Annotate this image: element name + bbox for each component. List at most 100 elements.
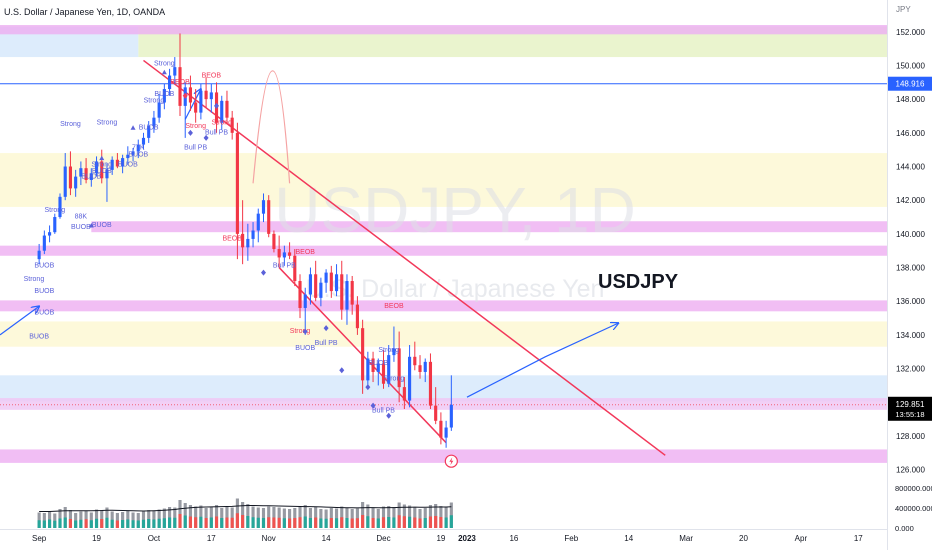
volume-bar-fill <box>288 518 292 528</box>
level-price-text: 148.916 <box>896 80 925 89</box>
candle-body <box>392 348 396 356</box>
volume-bar-fill <box>37 520 41 528</box>
candle <box>110 156 114 175</box>
candle <box>94 156 99 177</box>
candle-body <box>173 67 177 76</box>
candle-body <box>147 126 151 138</box>
volume-bar-fill <box>89 520 93 528</box>
candle <box>308 267 313 305</box>
candle <box>408 345 412 408</box>
price-tick-label: 134.000 <box>896 331 925 340</box>
candle <box>100 149 104 184</box>
candle-body <box>126 154 130 159</box>
price-tick-label: 126.000 <box>896 466 925 475</box>
diamond-marker <box>370 402 376 409</box>
candle <box>319 277 323 307</box>
volume-bar-fill <box>241 515 245 528</box>
candle-body <box>168 75 172 90</box>
candle-body <box>230 117 234 133</box>
candle-body <box>89 173 93 180</box>
volume-bar-fill <box>361 515 365 528</box>
candle-body <box>246 238 250 248</box>
candle <box>188 75 193 111</box>
time-tick-label: 16 <box>509 534 518 543</box>
candle-body <box>397 348 401 388</box>
watermark-name: U.S. Dollar / Japanese Yen <box>306 275 605 303</box>
candle-body <box>37 250 41 260</box>
candle <box>423 358 427 383</box>
candle <box>136 139 140 159</box>
volume-bar-fill <box>366 516 370 528</box>
candle-body <box>298 281 302 308</box>
diamond-marker <box>182 92 188 99</box>
candle <box>282 245 286 266</box>
candle <box>324 269 328 293</box>
indicator-label: BEOB <box>202 72 222 79</box>
volume-bar-fill <box>319 518 323 528</box>
diamond-marker <box>214 102 220 109</box>
candle <box>402 377 406 410</box>
candle <box>162 83 166 110</box>
indicator-label: BUOB <box>154 91 174 98</box>
projection-arrow-1 <box>184 89 201 120</box>
candle-body <box>428 361 433 406</box>
volume-bar-fill <box>282 518 286 528</box>
volume-bar-fill <box>434 516 438 528</box>
volume-bar-fill <box>324 518 328 528</box>
price-tick-label: 138.000 <box>896 264 925 273</box>
indicator-label: Strong <box>44 207 65 214</box>
candle <box>366 351 370 389</box>
candle-body <box>308 274 313 295</box>
volume-bar-fill <box>79 519 83 528</box>
volume-bar-fill <box>277 517 281 528</box>
candle <box>277 235 281 268</box>
time-tick-label: Feb <box>564 534 578 543</box>
zone-5 <box>0 245 887 256</box>
candle <box>204 77 208 108</box>
volume-bar-fill <box>293 518 297 528</box>
candle <box>293 249 297 287</box>
candle-body <box>423 361 427 372</box>
indicator-label: BUOB <box>128 151 148 158</box>
candle-body <box>361 328 365 381</box>
candle <box>152 110 156 133</box>
indicator-label: Strong <box>290 328 311 335</box>
time-axis-ticks[interactable]: Sep 19 Oct 17 Nov 14 Dec 19 2023 16 Feb 14 Mar 20 Apr 1… <box>32 534 863 543</box>
diamond-marker <box>365 384 371 391</box>
time-tick-label: Mar <box>679 534 693 543</box>
indicator-label: BUOB <box>92 222 112 229</box>
volume-bar-fill <box>126 519 130 528</box>
time-tick-label: Dec <box>376 534 390 543</box>
indicator-label: Bull PB <box>184 145 207 152</box>
lightning-glyph <box>449 457 454 466</box>
price-axis-ticks[interactable]: 126.000128.000130.000132.000134.000136.0… <box>896 28 925 475</box>
volume-bar-fill <box>397 515 401 528</box>
volume-average-line <box>39 505 452 512</box>
candle-body <box>188 87 193 103</box>
candle-body <box>303 294 307 308</box>
indicator-label: BEOB <box>170 79 190 86</box>
candle <box>126 146 130 165</box>
price-tick-label: 144.000 <box>896 163 925 172</box>
candle <box>314 260 318 302</box>
volume-bar-fill <box>381 517 386 528</box>
volume-bar-fill <box>334 518 339 528</box>
candle-body <box>53 217 57 233</box>
volume-bar-fill <box>261 518 266 528</box>
volume-bar-fill <box>136 520 140 528</box>
candle <box>209 83 213 113</box>
annotation-title: USDJPY <box>598 271 679 293</box>
triangle-marker <box>161 69 167 75</box>
candle-body <box>178 67 182 106</box>
candle <box>392 326 396 362</box>
volume-bar-fill <box>267 517 271 528</box>
candle-body <box>194 102 198 113</box>
price-tick-label: 146.000 <box>896 129 925 138</box>
price-tick-label: 140.000 <box>896 230 925 239</box>
time-tick-label: Oct <box>148 534 161 543</box>
zone-6 <box>0 300 887 312</box>
candle <box>371 351 375 383</box>
price-tick-label: 150.000 <box>896 61 925 70</box>
time-tick-label: Sep <box>32 534 47 543</box>
